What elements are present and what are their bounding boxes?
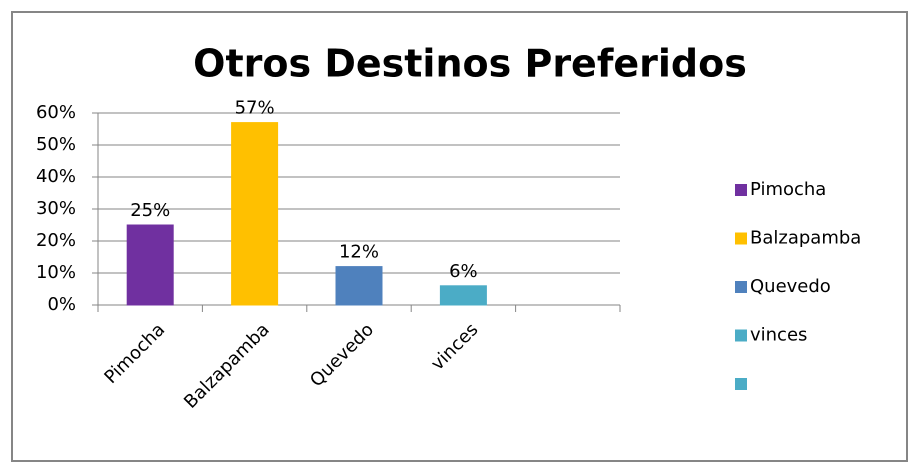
- legend-swatch: [735, 329, 747, 342]
- chart-title: Otros Destinos Preferidos: [193, 42, 747, 86]
- legend-label: Balzapamba: [750, 228, 861, 249]
- legend-swatch: [735, 378, 747, 390]
- legend-swatch: [735, 232, 747, 245]
- legend-swatch: [735, 184, 747, 196]
- y-tick-label: 60%: [36, 102, 76, 123]
- y-tick-label: 0%: [47, 294, 76, 315]
- value-label: 12%: [339, 242, 379, 263]
- value-label: 25%: [130, 200, 170, 221]
- y-tick-label: 40%: [36, 166, 76, 187]
- legend-label: Quevedo: [750, 276, 831, 297]
- y-tick-label: 20%: [36, 230, 76, 251]
- y-tick-label: 50%: [36, 134, 76, 155]
- bar: [231, 122, 279, 306]
- bar: [439, 285, 487, 306]
- value-label: 57%: [235, 98, 275, 119]
- value-label: 6%: [449, 261, 478, 282]
- legend-label: vinces: [750, 325, 807, 346]
- legend-swatch: [735, 281, 747, 293]
- bar: [335, 266, 383, 306]
- y-tick-label: 10%: [36, 262, 76, 283]
- y-tick-label: 30%: [36, 198, 76, 219]
- legend-label: Pimocha: [750, 179, 826, 200]
- bar: [126, 224, 174, 306]
